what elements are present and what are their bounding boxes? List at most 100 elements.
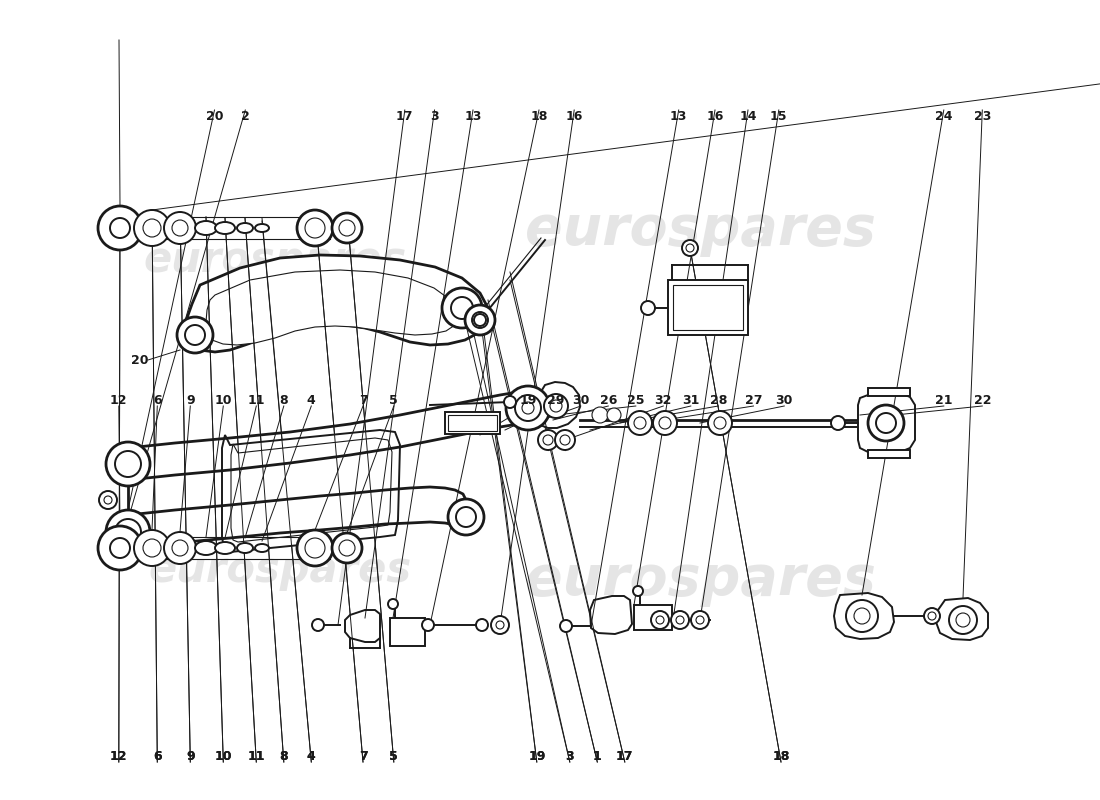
- Text: 10: 10: [214, 394, 232, 406]
- Text: 6: 6: [153, 394, 162, 406]
- Circle shape: [476, 619, 488, 631]
- Text: 32: 32: [654, 394, 672, 406]
- Circle shape: [456, 507, 476, 527]
- Circle shape: [422, 619, 435, 631]
- Circle shape: [106, 442, 150, 486]
- Text: 17: 17: [616, 750, 634, 762]
- Text: 7: 7: [359, 394, 367, 406]
- Circle shape: [632, 586, 644, 596]
- Bar: [668, 280, 748, 335]
- Text: 10: 10: [214, 750, 232, 762]
- Circle shape: [682, 240, 698, 256]
- Text: 18: 18: [772, 750, 790, 762]
- Text: 13: 13: [670, 110, 688, 122]
- Bar: [868, 450, 910, 458]
- Circle shape: [924, 608, 940, 624]
- Text: 21: 21: [935, 394, 953, 406]
- Text: 18: 18: [772, 750, 790, 762]
- Circle shape: [339, 220, 355, 236]
- Polygon shape: [222, 430, 400, 552]
- Circle shape: [696, 616, 704, 624]
- Circle shape: [448, 499, 484, 535]
- Circle shape: [592, 407, 608, 423]
- Bar: [868, 388, 910, 396]
- Text: 9: 9: [186, 394, 195, 406]
- Text: 12: 12: [110, 750, 128, 762]
- Text: eurospares: eurospares: [148, 549, 411, 591]
- Circle shape: [496, 621, 504, 629]
- Text: 30: 30: [572, 394, 590, 406]
- Circle shape: [868, 405, 904, 441]
- Circle shape: [515, 395, 541, 421]
- Circle shape: [651, 611, 669, 629]
- Text: 11: 11: [248, 394, 265, 406]
- Circle shape: [104, 496, 112, 504]
- Circle shape: [641, 301, 654, 315]
- Circle shape: [134, 530, 170, 566]
- Circle shape: [550, 400, 562, 412]
- Text: 16: 16: [706, 110, 724, 122]
- Text: 9: 9: [186, 750, 195, 762]
- Polygon shape: [858, 393, 915, 452]
- Circle shape: [671, 611, 689, 629]
- Circle shape: [98, 206, 142, 250]
- Circle shape: [876, 413, 896, 433]
- Polygon shape: [186, 255, 488, 352]
- Circle shape: [305, 218, 324, 238]
- Ellipse shape: [214, 222, 235, 234]
- Circle shape: [451, 297, 473, 319]
- Text: 8: 8: [279, 394, 288, 406]
- Text: 11: 11: [248, 750, 265, 762]
- Polygon shape: [206, 270, 458, 345]
- Circle shape: [628, 411, 652, 435]
- Circle shape: [491, 616, 509, 634]
- Circle shape: [653, 411, 676, 435]
- Circle shape: [332, 213, 362, 243]
- Circle shape: [99, 491, 117, 509]
- Text: 7: 7: [359, 750, 367, 762]
- Ellipse shape: [195, 221, 217, 235]
- Circle shape: [143, 539, 161, 557]
- Text: eurospares: eurospares: [525, 553, 876, 607]
- Text: 2: 2: [241, 110, 250, 122]
- Polygon shape: [936, 598, 988, 640]
- Text: 23: 23: [974, 110, 991, 122]
- Circle shape: [172, 540, 188, 556]
- Text: 25: 25: [627, 394, 645, 406]
- Circle shape: [506, 386, 550, 430]
- Circle shape: [691, 611, 710, 629]
- Circle shape: [472, 312, 488, 328]
- Text: 1: 1: [593, 750, 602, 762]
- Ellipse shape: [255, 224, 270, 232]
- Circle shape: [106, 510, 150, 554]
- Text: 12: 12: [110, 394, 128, 406]
- Text: 24: 24: [935, 110, 953, 122]
- Circle shape: [442, 288, 482, 328]
- Circle shape: [177, 317, 213, 353]
- Text: 10: 10: [214, 750, 232, 762]
- Text: 4: 4: [307, 394, 316, 406]
- Text: 1: 1: [593, 750, 602, 762]
- Circle shape: [634, 417, 646, 429]
- Text: 11: 11: [248, 750, 265, 762]
- Text: 14: 14: [739, 110, 757, 122]
- Polygon shape: [834, 593, 894, 639]
- Text: 5: 5: [389, 750, 398, 762]
- Circle shape: [656, 616, 664, 624]
- Text: 6: 6: [153, 750, 162, 762]
- Text: 31: 31: [682, 394, 700, 406]
- Bar: [634, 605, 672, 630]
- Polygon shape: [231, 438, 392, 542]
- Circle shape: [110, 538, 130, 558]
- Text: 3: 3: [430, 110, 439, 122]
- Text: 29: 29: [547, 394, 564, 406]
- Text: 3: 3: [565, 750, 574, 762]
- Circle shape: [339, 540, 355, 556]
- Text: 12: 12: [110, 750, 128, 762]
- Text: 9: 9: [186, 750, 195, 762]
- Circle shape: [172, 220, 188, 236]
- Bar: [448, 415, 497, 431]
- Text: 8: 8: [279, 750, 288, 762]
- Text: 18: 18: [530, 110, 548, 122]
- Polygon shape: [345, 610, 379, 642]
